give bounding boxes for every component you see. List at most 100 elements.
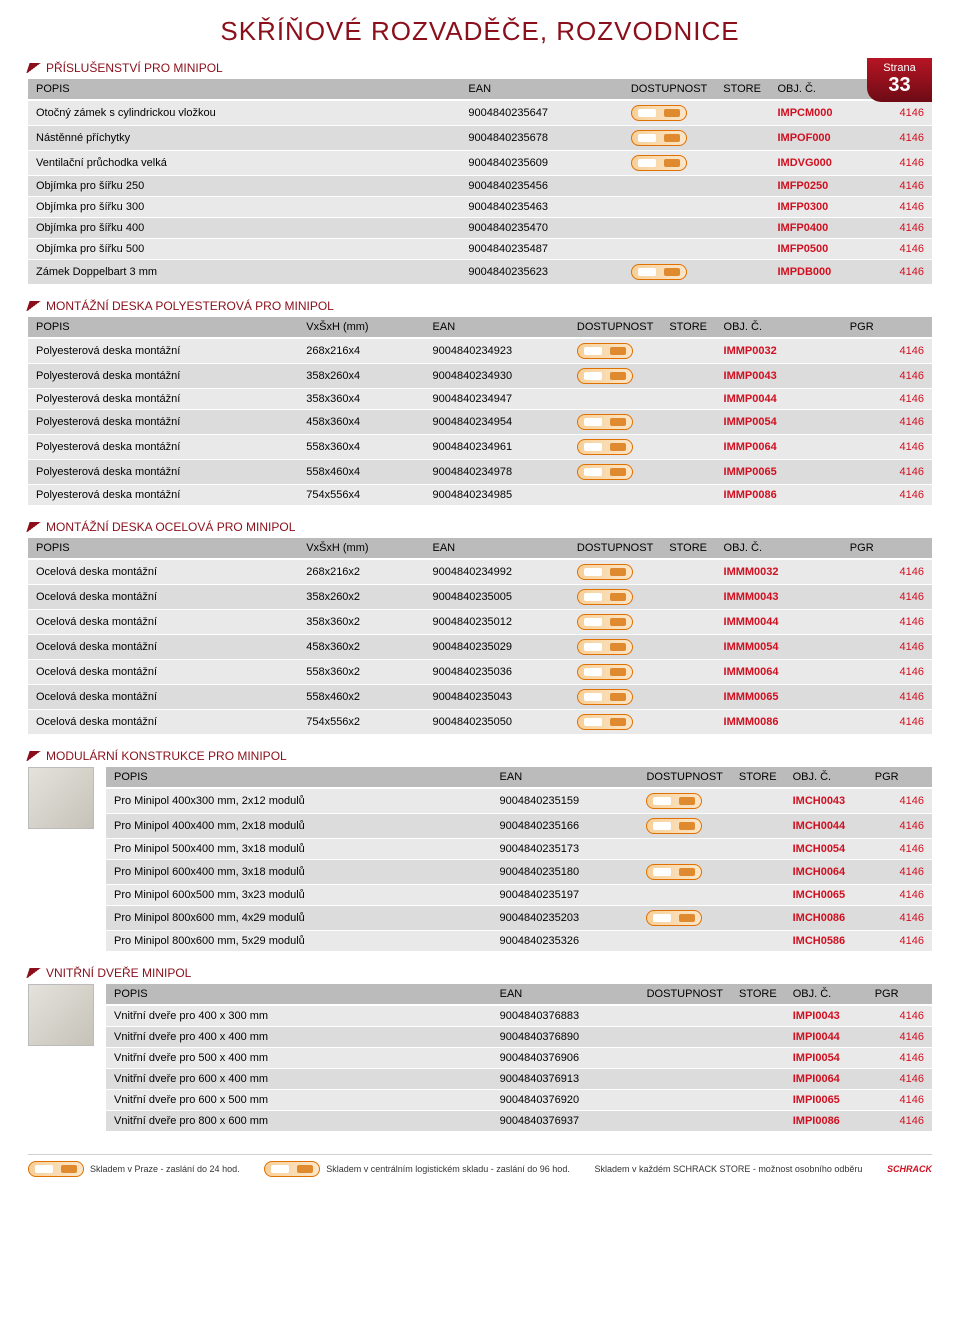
table-cell: IMCH0064 — [785, 860, 867, 885]
footer-item-right: Skladem v každém SCHRACK STORE - možnost… — [594, 1164, 862, 1174]
table-cell — [661, 610, 715, 635]
table-cell: 4146 — [860, 100, 932, 126]
table-cell: 9004840235050 — [425, 710, 569, 735]
table-header: DOSTUPNOST — [569, 538, 661, 559]
table-cell — [639, 1048, 731, 1069]
table-cell: IMPI0043 — [785, 1005, 867, 1027]
table-row: Ocelová deska montážní754x556x2900484023… — [28, 710, 932, 735]
table-header: STORE — [661, 538, 715, 559]
table-header: PGR — [867, 984, 932, 1005]
table-cell: 9004840235678 — [460, 126, 622, 151]
table-row: Pro Minipol 500x400 mm, 3x18 modulů90048… — [106, 839, 932, 860]
table-cell: Otočný zámek s cylindrickou vložkou — [28, 100, 460, 126]
table-cell: 4146 — [867, 1069, 932, 1090]
table-cell: 4146 — [867, 839, 932, 860]
table-cell — [731, 814, 785, 839]
table-cell: 9004840235043 — [425, 685, 569, 710]
table-row: Ocelová deska montážní558x460x2900484023… — [28, 685, 932, 710]
table-cell: 358x260x4 — [298, 364, 424, 389]
table-cell: 4146 — [860, 239, 932, 260]
table-cell: 9004840234992 — [425, 559, 569, 585]
table-cell — [731, 860, 785, 885]
section-heading-text: MONTÁŽNÍ DESKA POLYESTEROVÁ PRO MINIPOL — [46, 299, 334, 313]
table-row: Polyesterová deska montážní754x556x49004… — [28, 485, 932, 506]
table-cell: Polyesterová deska montážní — [28, 410, 298, 435]
table-cell — [661, 635, 715, 660]
table-cell: 9004840235609 — [460, 151, 622, 176]
footer-left-text: Skladem v Praze - zaslání do 24 hod. — [90, 1164, 240, 1174]
table-cell: Polyesterová deska montážní — [28, 435, 298, 460]
table-cell: Pro Minipol 600x500 mm, 3x23 modulů — [106, 885, 492, 906]
table-cell: 9004840235487 — [460, 239, 622, 260]
table-header: EAN — [492, 984, 639, 1005]
table-cell: 9004840235173 — [492, 839, 639, 860]
table-cell: Objímka pro šířku 500 — [28, 239, 460, 260]
table-header: DOSTUPNOST — [569, 317, 661, 338]
table-row: Vnitřní dveře pro 400 x 300 mm9004840376… — [106, 1005, 932, 1027]
table-cell: IMFP0500 — [769, 239, 859, 260]
table-cell — [661, 710, 715, 735]
table-cell: 9004840376913 — [492, 1069, 639, 1090]
table-row: Ventilační průchodka velká9004840235609 I… — [28, 151, 932, 176]
table-cell: 9004840235463 — [460, 197, 622, 218]
availability-icon — [577, 664, 633, 680]
table-cell: 4146 — [867, 788, 932, 814]
table-cell: Ventilační průchodka velká — [28, 151, 460, 176]
table-row: Pro Minipol 800x600 mm, 5x29 modulů90048… — [106, 931, 932, 952]
table-cell — [639, 1005, 731, 1027]
table-cell: 558x360x2 — [298, 660, 424, 685]
table-cell: Polyesterová deska montážní — [28, 338, 298, 364]
table-cell — [661, 660, 715, 685]
table-cell: 4146 — [860, 126, 932, 151]
table-header: EAN — [492, 767, 639, 788]
bullet-icon — [26, 63, 41, 73]
table-cell: Pro Minipol 500x400 mm, 3x18 modulů — [106, 839, 492, 860]
table-row: Objímka pro šířku 2509004840235456IMFP02… — [28, 176, 932, 197]
table-cell — [731, 885, 785, 906]
table-row: Vnitřní dveře pro 500 x 400 mm9004840376… — [106, 1048, 932, 1069]
table-cell: 4146 — [842, 610, 932, 635]
table-cell: Pro Minipol 800x600 mm, 4x29 modulů — [106, 906, 492, 931]
table-header: DOSTUPNOST — [639, 984, 731, 1005]
page-title: SKŘÍŇOVÉ ROZVADĚČE, ROZVODNICE — [28, 16, 932, 47]
product-table: POPISVxŠxH (mm)EANDOSTUPNOSTSTOREOBJ. Č.… — [28, 317, 932, 506]
table-cell — [638, 839, 730, 860]
table-cell: 9004840234930 — [425, 364, 569, 389]
table-cell: 9004840235470 — [460, 218, 622, 239]
table-cell — [715, 260, 769, 285]
table-cell — [623, 126, 715, 151]
table-cell: Objímka pro šířku 250 — [28, 176, 460, 197]
table-header: OBJ. Č. — [785, 984, 867, 1005]
table-row: Vnitřní dveře pro 600 x 400 mm9004840376… — [106, 1069, 932, 1090]
table-cell: 4146 — [860, 197, 932, 218]
table-cell: 4146 — [842, 410, 932, 435]
table-cell: 9004840235197 — [492, 885, 639, 906]
table-header: POPIS — [28, 538, 298, 559]
table-cell: IMPI0054 — [785, 1048, 867, 1069]
table-row: Ocelová deska montážní268x216x2900484023… — [28, 559, 932, 585]
table-header: DOSTUPNOST — [638, 767, 730, 788]
table-cell: 9004840234961 — [425, 435, 569, 460]
table-cell: IMDVG000 — [769, 151, 859, 176]
table-cell — [569, 635, 661, 660]
table-cell: 558x360x4 — [298, 435, 424, 460]
table-cell: Objímka pro šířku 300 — [28, 197, 460, 218]
table-cell — [715, 100, 769, 126]
table-cell — [661, 410, 715, 435]
bullet-icon — [26, 751, 41, 761]
availability-icon — [577, 564, 633, 580]
table-cell — [569, 485, 661, 506]
section-heading-text: VNITŘNÍ DVEŘE MINIPOL — [46, 966, 191, 980]
bullet-icon — [26, 301, 41, 311]
table-cell — [638, 906, 730, 931]
product-table: POPISEANDOSTUPNOSTSTOREOBJ. Č.PGROtočný … — [28, 79, 932, 285]
table-cell: 9004840235036 — [425, 660, 569, 685]
table-cell — [638, 931, 730, 952]
table-cell: Ocelová deska montážní — [28, 710, 298, 735]
table-cell: Vnitřní dveře pro 800 x 600 mm — [106, 1111, 492, 1132]
table-header: OBJ. Č. — [785, 767, 867, 788]
table-cell — [731, 1048, 785, 1069]
table-header: EAN — [460, 79, 622, 100]
table-cell: 358x360x4 — [298, 389, 424, 410]
bullet-icon — [26, 968, 41, 978]
